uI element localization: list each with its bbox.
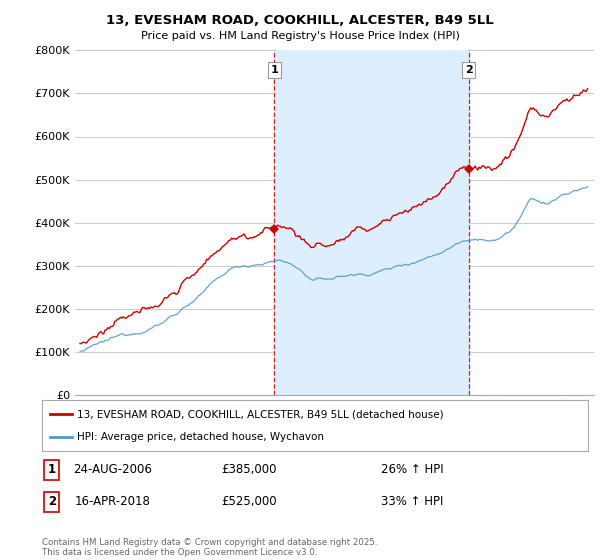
- Text: 1: 1: [48, 463, 56, 476]
- Text: 26% ↑ HPI: 26% ↑ HPI: [380, 463, 443, 476]
- Text: Price paid vs. HM Land Registry's House Price Index (HPI): Price paid vs. HM Land Registry's House …: [140, 31, 460, 41]
- Text: HPI: Average price, detached house, Wychavon: HPI: Average price, detached house, Wych…: [77, 432, 325, 442]
- Text: 33% ↑ HPI: 33% ↑ HPI: [380, 496, 443, 508]
- Text: 1: 1: [271, 65, 278, 75]
- Text: £525,000: £525,000: [221, 496, 277, 508]
- Text: £385,000: £385,000: [222, 463, 277, 476]
- Text: 24-AUG-2006: 24-AUG-2006: [74, 463, 152, 476]
- Text: 16-APR-2018: 16-APR-2018: [75, 496, 151, 508]
- Bar: [274, 50, 469, 395]
- Text: 13, EVESHAM ROAD, COOKHILL, ALCESTER, B49 5LL: 13, EVESHAM ROAD, COOKHILL, ALCESTER, B4…: [106, 14, 494, 27]
- Text: 2: 2: [465, 65, 473, 75]
- Text: 13, EVESHAM ROAD, COOKHILL, ALCESTER, B49 5LL (detached house): 13, EVESHAM ROAD, COOKHILL, ALCESTER, B4…: [77, 409, 444, 419]
- Text: 2: 2: [48, 496, 56, 508]
- Text: Contains HM Land Registry data © Crown copyright and database right 2025.
This d: Contains HM Land Registry data © Crown c…: [42, 538, 377, 557]
